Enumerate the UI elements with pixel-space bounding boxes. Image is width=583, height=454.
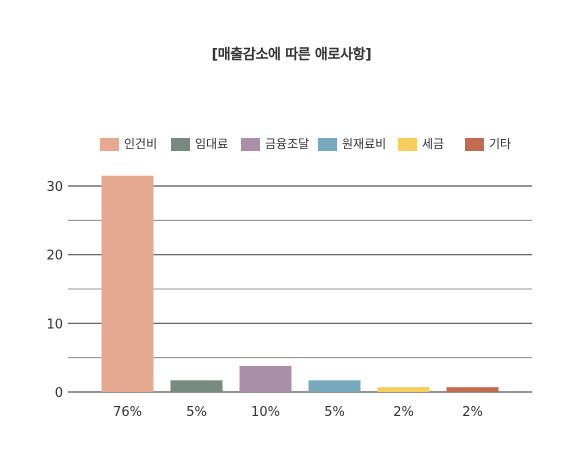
legend-swatch xyxy=(171,138,190,151)
bar-1 xyxy=(101,175,154,392)
x-category-label: 10% xyxy=(251,405,280,420)
y-tick-label: 0 xyxy=(55,386,63,401)
legend-swatch xyxy=(465,138,484,151)
legend-label: 기타 xyxy=(489,137,512,151)
bar-2 xyxy=(170,380,223,392)
bar-3 xyxy=(239,365,292,392)
bar-6 xyxy=(446,387,499,392)
y-tick-label: 30 xyxy=(46,180,63,195)
legend-label: 금융조달 xyxy=(265,137,310,151)
x-category-label: 5% xyxy=(324,405,345,420)
legend-label: 세금 xyxy=(422,137,445,151)
x-category-label: 76% xyxy=(113,405,142,420)
legend-label: 인건비 xyxy=(124,137,158,151)
x-category-label: 2% xyxy=(393,405,414,420)
legend-swatch xyxy=(398,138,417,151)
y-tick-label: 20 xyxy=(46,249,63,264)
chart-title: [매출감소에 따른 애로사항] xyxy=(211,47,372,63)
legend-swatch xyxy=(318,138,337,151)
x-category-label: 5% xyxy=(186,405,207,420)
bar-4 xyxy=(308,380,361,392)
x-category-label: 2% xyxy=(462,405,483,420)
legend-swatch xyxy=(100,138,119,151)
bar-5 xyxy=(377,387,430,392)
legend-label: 원재료비 xyxy=(342,137,387,151)
legend-label: 임대료 xyxy=(195,137,229,151)
legend-swatch xyxy=(241,138,260,151)
y-tick-label: 10 xyxy=(46,317,63,332)
